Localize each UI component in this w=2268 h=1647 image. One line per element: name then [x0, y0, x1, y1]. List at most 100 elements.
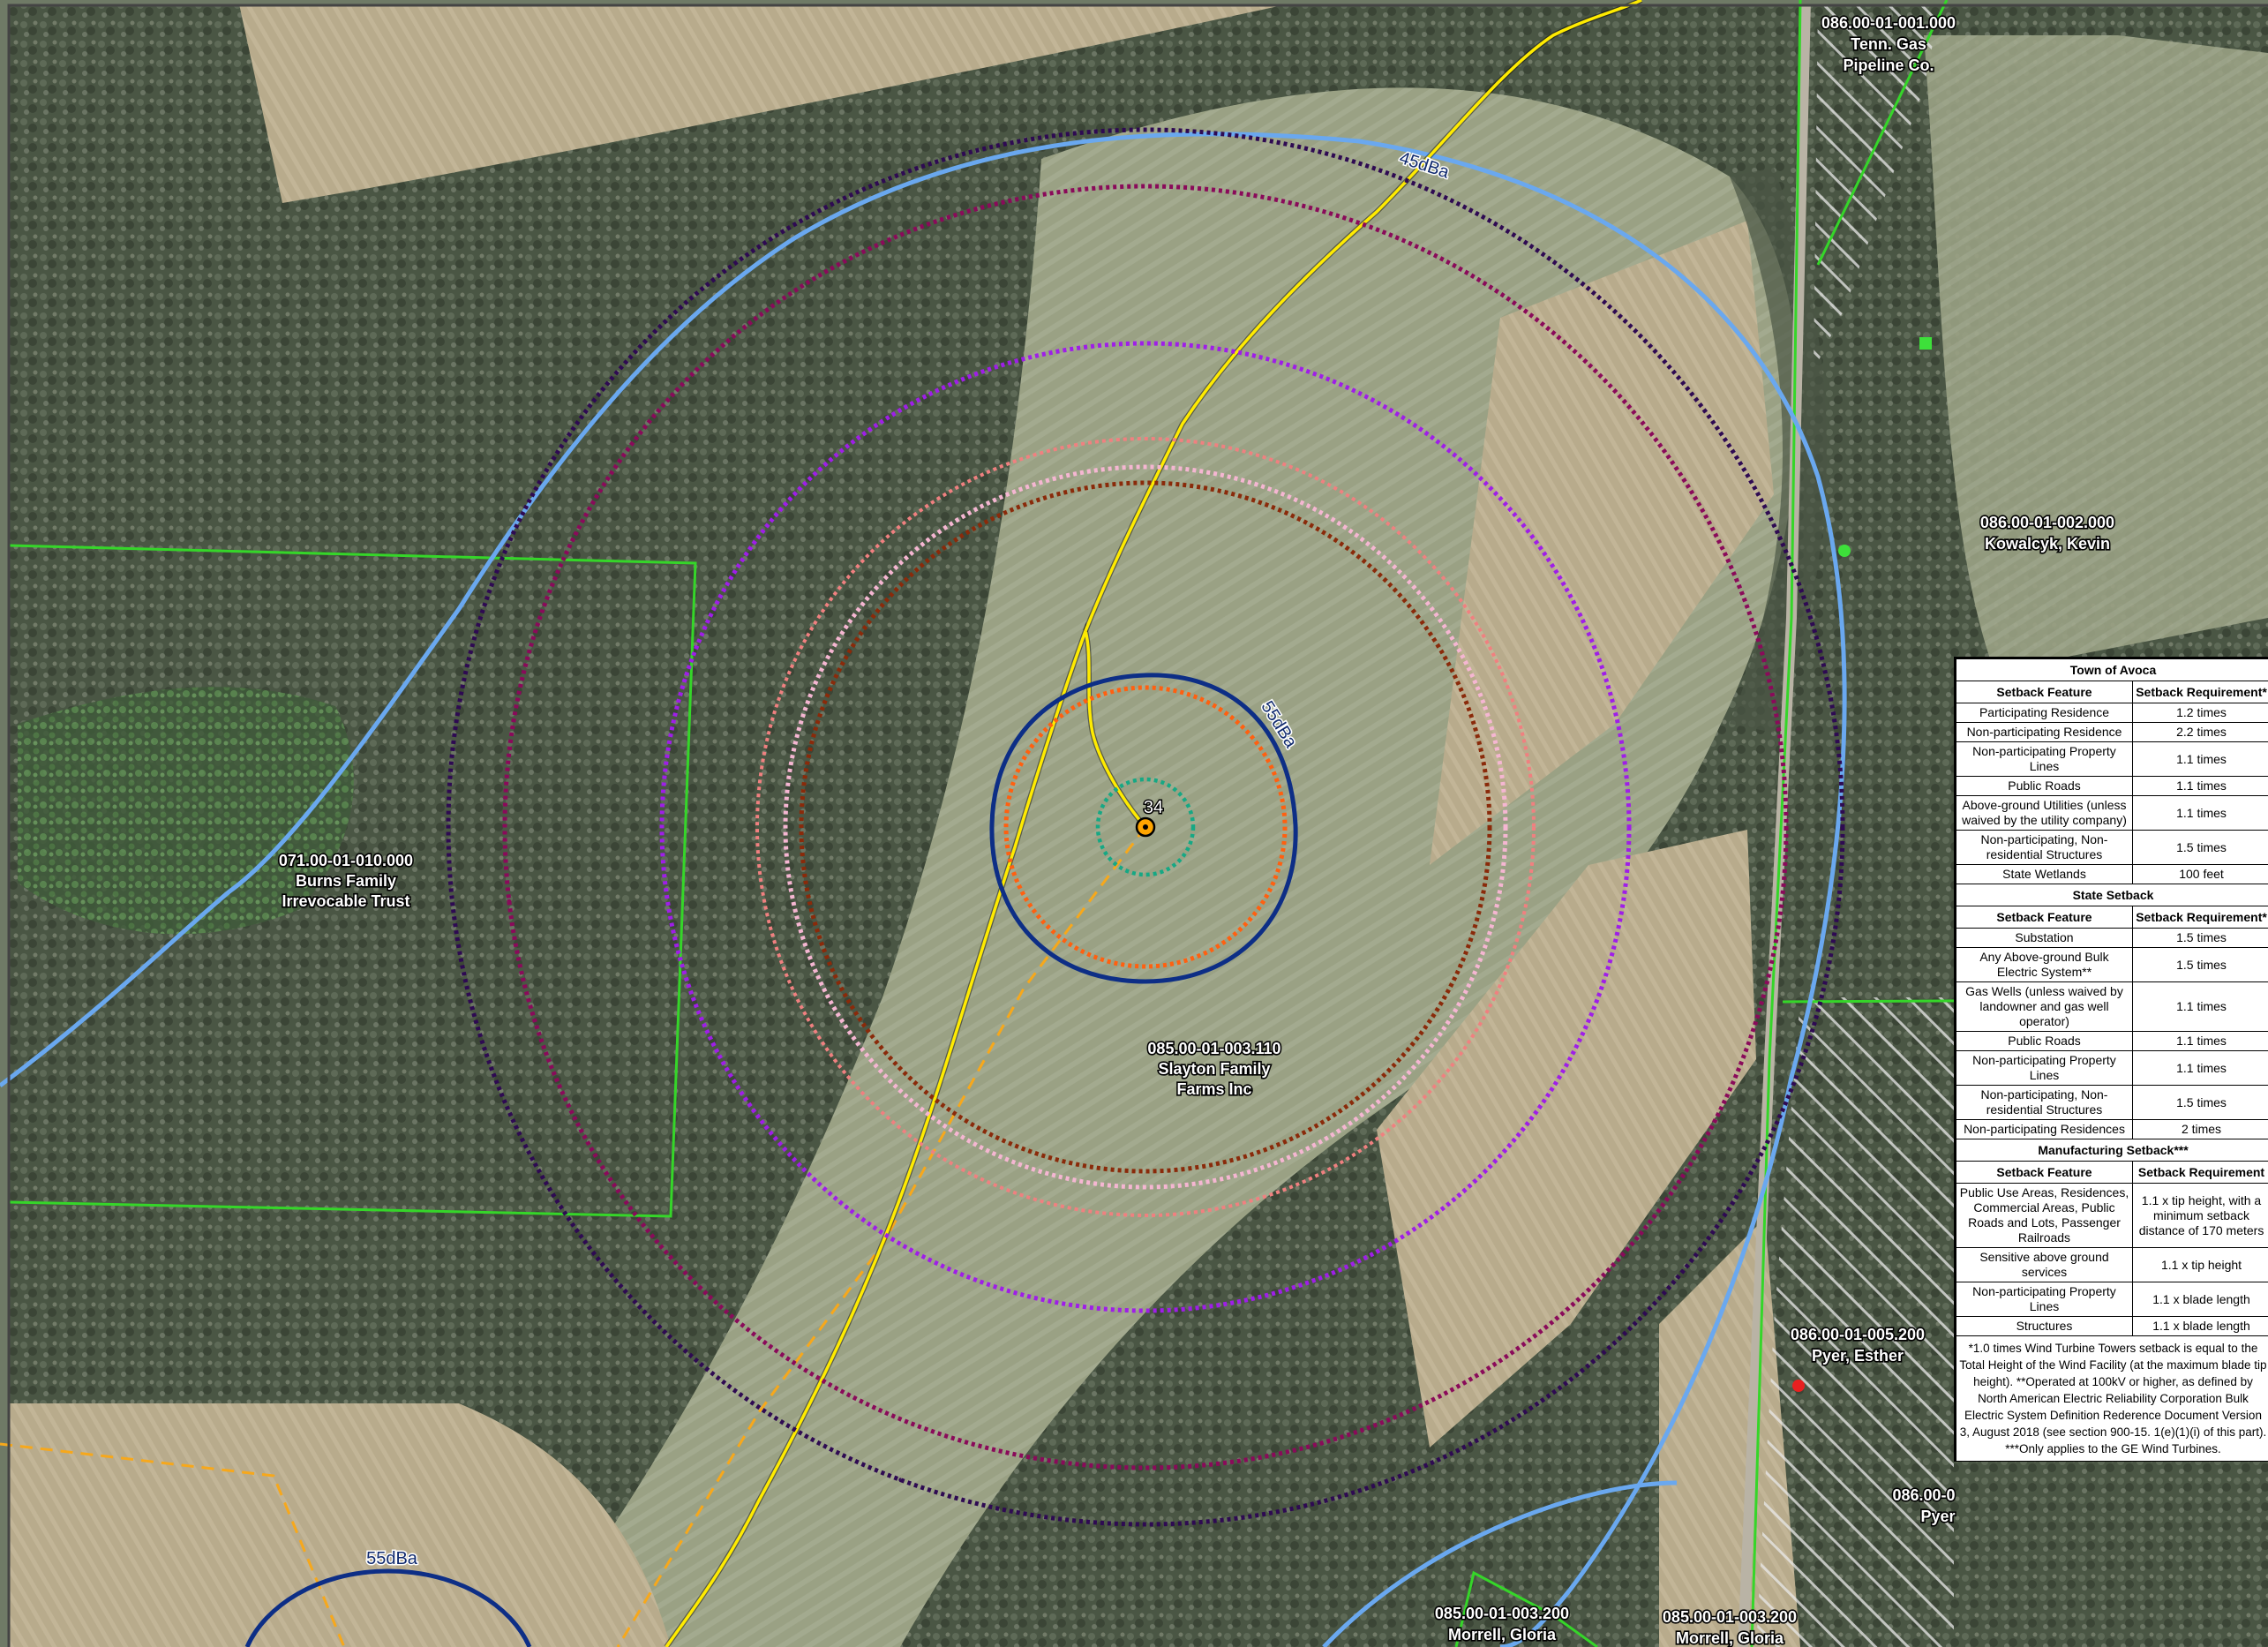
setback-row: Public Roads 1.1 times — [1956, 1031, 2268, 1051]
parcel-label: 086.00-0 Pyer — [1891, 1485, 1956, 1526]
setback-feature: Non-participating Property Lines — [1956, 1282, 2133, 1317]
setback-requirement: 1.2 times — [2131, 703, 2268, 723]
setback-row: Non-participating Residence 2.2 times — [1956, 722, 2268, 742]
setback-requirement: 2.2 times — [2131, 722, 2268, 742]
setback-ring — [1095, 777, 1196, 877]
setback-feature: Public Roads — [1956, 1031, 2133, 1051]
setback-feature: Sensitive above ground services — [1956, 1247, 2133, 1282]
turbine-center — [1143, 824, 1148, 830]
parcel-id: 085.00-01-003.200 — [1663, 1608, 1797, 1626]
parcel-label: 086.00-01-001.000 Tenn. Gas Pipeline Co. — [1820, 12, 1956, 75]
parcel-label: 085.00-01-003.110 Slayton Family Farms I… — [1146, 1038, 1282, 1099]
setback-row: Public Roads 1.1 times — [1956, 776, 2268, 796]
contour-45dba-line — [0, 132, 1847, 1647]
setback-requirement: 1.1 x blade length — [2131, 1282, 2268, 1317]
town-setback-section: Town of Avoca Setback Feature Setback Re… — [1955, 658, 2268, 884]
setback-feature: Public Roads — [1956, 776, 2133, 796]
column-header-requirement: Setback Requirement* — [2131, 681, 2268, 703]
property-line — [8, 544, 697, 1218]
setback-requirement: 1.1 times — [2131, 776, 2268, 796]
parcel-label: 071.00-01-010.000 Burns Family Irrevocab… — [277, 850, 414, 911]
residence-marker[interactable] — [1792, 1380, 1805, 1392]
setback-requirement: 1.5 times — [2131, 1085, 2268, 1120]
property-line — [1454, 1570, 1598, 1647]
setback-ring — [502, 184, 1789, 1470]
parcel-owner: Irrevocable Trust — [282, 892, 409, 910]
residence-marker[interactable] — [1919, 337, 1932, 350]
residence-marker[interactable] — [1838, 545, 1851, 557]
setback-row: Structures 1.1 x blade length — [1956, 1316, 2268, 1336]
property-line — [1750, 0, 1802, 1647]
parcel-label: 086.00-01-002.000 Kowalcyk, Kevin — [1979, 512, 2115, 553]
setback-feature: Structures — [1956, 1316, 2133, 1336]
setback-row: Non-participating Property Lines 1.1 time… — [1956, 741, 2268, 777]
setback-requirement: 1.5 times — [2131, 830, 2268, 865]
setback-row: Above-ground Utilities (unless waived by… — [1956, 795, 2268, 831]
setback-feature: Public Use Areas, Residences, Commercial… — [1956, 1183, 2133, 1248]
setback-row: State Wetlands 100 feet — [1956, 864, 2268, 884]
parcel-owner: Kowalcyk, Kevin — [1985, 535, 2110, 553]
setback-requirement: 1.1 times — [2131, 741, 2268, 777]
column-header-feature: Setback Feature — [1956, 906, 2133, 929]
collection-line — [0, 1442, 346, 1647]
parcel-owner: Morrell, Gloria — [1676, 1629, 1784, 1647]
setback-ring — [783, 464, 1508, 1190]
access-road — [665, 626, 1147, 1647]
setback-row: Public Use Areas, Residences, Commercial… — [1956, 1183, 2268, 1248]
setback-feature: Non-participating, Non-residential Struc… — [1956, 830, 2133, 865]
column-header-feature: Setback Feature — [1956, 681, 2133, 703]
setback-row: Sensitive above ground services 1.1 x tip… — [1956, 1247, 2268, 1282]
setback-feature: Non-participating Residences — [1956, 1119, 2133, 1139]
parcel-label: 086.00-01-005.200 Pyer, Esther — [1789, 1324, 1926, 1365]
setback-footnote: *1.0 times Wind Turbine Towers setback i… — [1955, 1335, 2268, 1462]
setback-requirement: 1.5 times — [2131, 947, 2268, 982]
setback-feature: Non-participating Property Lines — [1956, 741, 2133, 777]
setback-feature: Above-ground Utilities (unless waived by… — [1956, 795, 2133, 831]
parcel-owner: Slayton Family — [1158, 1060, 1270, 1078]
turbine-34[interactable]: 34 — [1135, 797, 1165, 838]
setback-row: Non-participating Property Lines 1.1 x bl… — [1956, 1282, 2268, 1317]
column-header-requirement: Setback Requirement — [2131, 1161, 2268, 1184]
column-header-feature: Setback Feature — [1956, 1161, 2133, 1184]
setback-feature: Any Above-ground Bulk Electric System** — [1956, 947, 2133, 982]
setback-ring — [1003, 685, 1288, 969]
setback-requirement: 1.5 times — [2131, 928, 2268, 948]
setback-feature: State Wetlands — [1956, 864, 2133, 884]
setback-row: Gas Wells (unless waived by landowner an… — [1956, 981, 2268, 1032]
map-frame — [7, 4, 2268, 1647]
setback-ring — [659, 341, 1632, 1313]
property-line — [1816, 0, 1949, 266]
parcel-id: 086.00-01-001.000 — [1821, 14, 1956, 32]
parcel-owner: Pyer — [1920, 1508, 1955, 1525]
town-setback-title: Town of Avoca — [1955, 658, 2268, 681]
contour-55dba-line — [244, 1568, 532, 1647]
parcel-id: 086.00-01-005.200 — [1791, 1326, 1925, 1343]
setback-requirement: 2 times — [2131, 1119, 2268, 1139]
setback-ring — [755, 437, 1536, 1217]
setback-ring — [799, 480, 1492, 1174]
setback-feature: Non-participating, Non-residential Struc… — [1956, 1085, 2133, 1120]
setback-requirement: 1.1 x blade length — [2131, 1316, 2268, 1336]
parcel-label: 085.00-01-003.200 Morrell, Gloria — [1661, 1606, 1798, 1647]
parcel-owner: Farms Inc — [1176, 1080, 1251, 1098]
setback-row: Non-participating, Non-residential Struc… — [1956, 830, 2268, 865]
parcel-id: 086.00-0 — [1892, 1486, 1955, 1504]
parcel-owner: Pyer, Esther — [1812, 1347, 1904, 1365]
manufacturing-setback-title: Manufacturing Setback*** — [1955, 1139, 2268, 1162]
setback-rings — [446, 127, 1845, 1527]
setback-row: Non-participating Residences 2 times — [1956, 1119, 2268, 1139]
parcel-id: 086.00-01-002.000 — [1980, 514, 2114, 531]
setback-feature: Non-participating Property Lines — [1956, 1050, 2133, 1086]
setback-row: Non-participating, Non-residential Struc… — [1956, 1085, 2268, 1120]
parcel-id: 085.00-01-003.200 — [1435, 1605, 1569, 1622]
setback-feature: Substation — [1956, 928, 2133, 948]
setback-feature: Gas Wells (unless waived by landowner an… — [1956, 981, 2133, 1032]
setback-table: Town of Avoca Setback Feature Setback Re… — [1954, 657, 2268, 1462]
contour-55dba-line — [989, 673, 1298, 984]
setback-row: Non-participating Property Lines 1.1 time… — [1956, 1050, 2268, 1086]
setback-requirement: 100 feet — [2131, 864, 2268, 884]
setback-requirement: 1.1 x tip height — [2131, 1247, 2268, 1282]
